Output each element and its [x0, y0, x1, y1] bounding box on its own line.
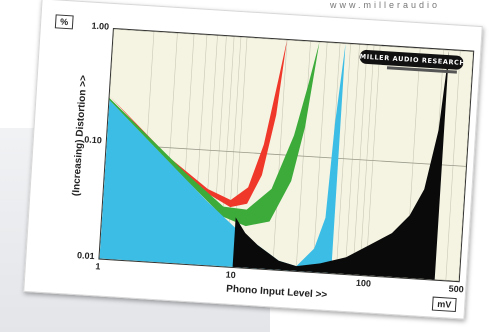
x-tick-label-10: 10 [225, 269, 236, 281]
y-unit-box: % [54, 14, 74, 30]
chart-card: % 1.00 0.10 0.01 (Increasing) Distortion… [23, 0, 483, 320]
x-tick-label-500: 500 [448, 283, 465, 295]
plot-area [98, 27, 475, 283]
x-tick-label-100: 100 [355, 277, 372, 289]
y-tick-label-0.01: 0.01 [76, 250, 95, 262]
distortion-band-3 [232, 50, 450, 280]
background-url-text: www.milleraudio [330, 0, 441, 10]
x-tick-label-1: 1 [95, 261, 101, 272]
chart-svg [99, 29, 474, 282]
grid-line-y [113, 29, 474, 53]
y-tick-label-1: 1.00 [91, 20, 110, 32]
x-unit-box: mV [431, 296, 457, 313]
x-axis-label: Phono Input Level >> [225, 283, 328, 301]
distortion-band-2 [99, 43, 346, 274]
